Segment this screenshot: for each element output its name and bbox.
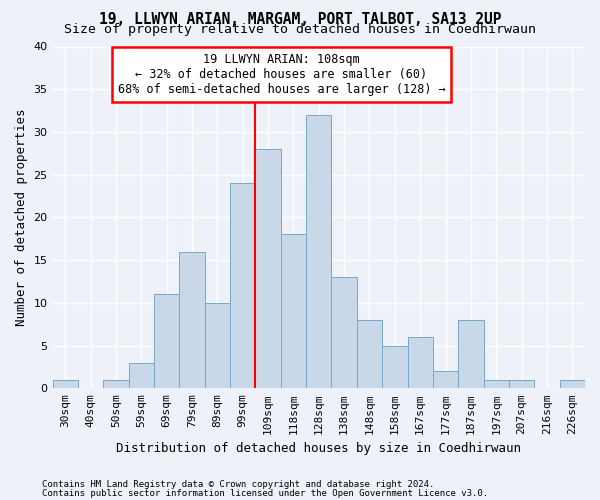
Bar — [382, 346, 407, 389]
Bar — [509, 380, 534, 388]
Bar — [256, 149, 281, 388]
Bar — [560, 380, 585, 388]
Bar — [407, 337, 433, 388]
Bar — [281, 234, 306, 388]
Bar — [53, 380, 78, 388]
Bar — [230, 183, 256, 388]
Bar — [154, 294, 179, 388]
Bar — [433, 371, 458, 388]
Bar — [128, 362, 154, 388]
Bar — [484, 380, 509, 388]
Text: 19 LLWYN ARIAN: 108sqm
← 32% of detached houses are smaller (60)
68% of semi-det: 19 LLWYN ARIAN: 108sqm ← 32% of detached… — [118, 54, 445, 96]
Bar — [103, 380, 128, 388]
Bar — [205, 303, 230, 388]
Text: 19, LLWYN ARIAN, MARGAM, PORT TALBOT, SA13 2UP: 19, LLWYN ARIAN, MARGAM, PORT TALBOT, SA… — [99, 12, 501, 28]
Text: Contains public sector information licensed under the Open Government Licence v3: Contains public sector information licen… — [42, 488, 488, 498]
Bar — [179, 252, 205, 388]
Bar — [458, 320, 484, 388]
Bar — [357, 320, 382, 388]
Text: Contains HM Land Registry data © Crown copyright and database right 2024.: Contains HM Land Registry data © Crown c… — [42, 480, 434, 489]
X-axis label: Distribution of detached houses by size in Coedhirwaun: Distribution of detached houses by size … — [116, 442, 521, 455]
Bar — [306, 115, 331, 388]
Text: Size of property relative to detached houses in Coedhirwaun: Size of property relative to detached ho… — [64, 24, 536, 36]
Y-axis label: Number of detached properties: Number of detached properties — [15, 108, 28, 326]
Bar — [331, 277, 357, 388]
